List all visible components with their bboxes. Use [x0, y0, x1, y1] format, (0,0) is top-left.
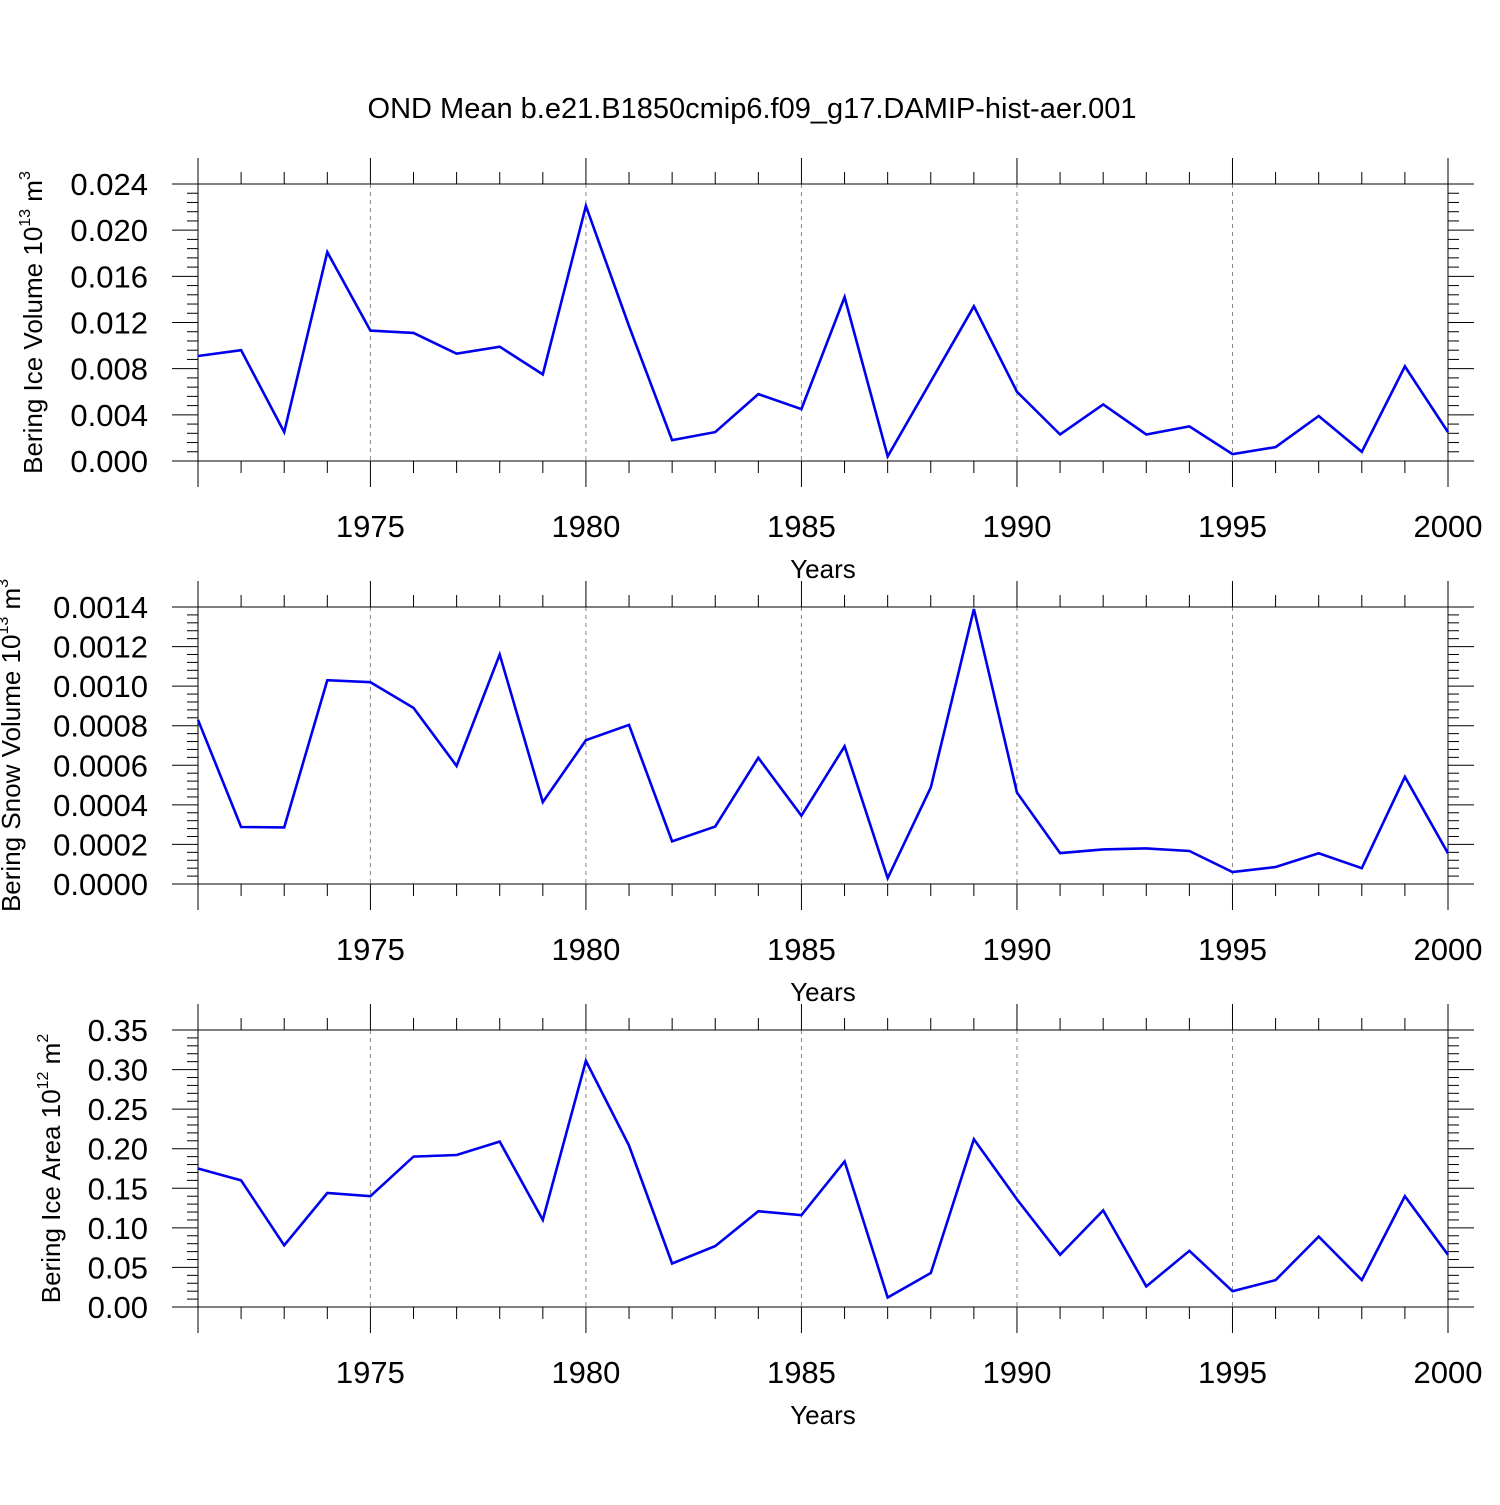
xtick-label: 1985	[767, 1355, 836, 1390]
xtick-label: 2000	[1414, 932, 1483, 967]
xtick-label: 1980	[551, 509, 620, 544]
series-line	[197, 1057, 1450, 1300]
ytick-label: 0.10	[88, 1211, 148, 1246]
ytick-label: 0.35	[88, 1013, 148, 1048]
series-line	[196, 608, 1450, 882]
series-line	[197, 201, 1450, 460]
ytick-label: 0.008	[70, 352, 148, 387]
xtick-label: 1990	[982, 1355, 1051, 1390]
ytick-label: 0.0006	[53, 748, 148, 783]
y-axis-label: Bering Ice Volume 1013 m3	[17, 171, 48, 474]
ytick-label: 0.0000	[53, 867, 148, 902]
x-axis-label: Years	[790, 1400, 856, 1430]
ytick-label: 0.30	[88, 1053, 148, 1088]
y-axis-label: Bering Snow Volume 1013 m3	[0, 579, 26, 912]
ytick-label: 0.0008	[53, 709, 148, 744]
xtick-label: 1975	[336, 1355, 405, 1390]
ytick-label: 0.0010	[53, 669, 148, 704]
chart-title: OND Mean b.e21.B1850cmip6.f09_g17.DAMIP-…	[368, 93, 1137, 125]
ytick-label: 0.024	[70, 167, 148, 202]
y-axis-label: Bering Ice Area 1012 m2	[35, 1034, 66, 1304]
ytick-label: 0.0002	[53, 827, 148, 862]
ytick-label: 0.000	[70, 444, 148, 479]
ytick-label: 0.016	[70, 259, 148, 294]
ytick-label: 0.020	[70, 213, 148, 248]
xtick-label: 1995	[1198, 1355, 1267, 1390]
xtick-label: 1975	[336, 932, 405, 967]
xtick-label: 2000	[1414, 1355, 1483, 1390]
xtick-label: 1980	[551, 1355, 620, 1390]
ytick-label: 0.004	[70, 398, 148, 433]
ytick-label: 0.25	[88, 1092, 148, 1127]
xtick-label: 2000	[1414, 509, 1483, 544]
xtick-label: 1990	[982, 932, 1051, 967]
xtick-label: 1995	[1198, 932, 1267, 967]
panel-3: 0.00 0.05 0.10 0.15 0.20 0.25 0.30 0.35 1975 1980…	[35, 1004, 1482, 1430]
ytick-label: 0.00	[88, 1290, 148, 1325]
ytick-label: 0.05	[88, 1250, 148, 1285]
xtick-label: 1995	[1198, 509, 1267, 544]
xtick-label: 1990	[982, 509, 1051, 544]
x-axis-label: Years	[790, 554, 856, 584]
ytick-label: 0.0012	[53, 630, 148, 665]
xtick-label: 1975	[336, 509, 405, 544]
x-axis-label: Years	[790, 977, 856, 1007]
ytick-label: 0.012	[70, 306, 148, 341]
ytick-label: 0.15	[88, 1171, 148, 1206]
ytick-label: 0.20	[88, 1132, 148, 1167]
panel-2: 0.0000 0.0002 0.0004 0.0006 0.0008 0.0010 0.00…	[0, 579, 1482, 1007]
ytick-label: 0.0014	[53, 590, 148, 625]
ytick-label: 0.0004	[53, 788, 148, 823]
xtick-label: 1980	[551, 932, 620, 967]
xtick-label: 1985	[767, 932, 836, 967]
xtick-label: 1985	[767, 509, 836, 544]
panel-1: 0.000 0.004 0.008 0.012 0.016 0.020 0.024 1975 1…	[17, 158, 1482, 584]
